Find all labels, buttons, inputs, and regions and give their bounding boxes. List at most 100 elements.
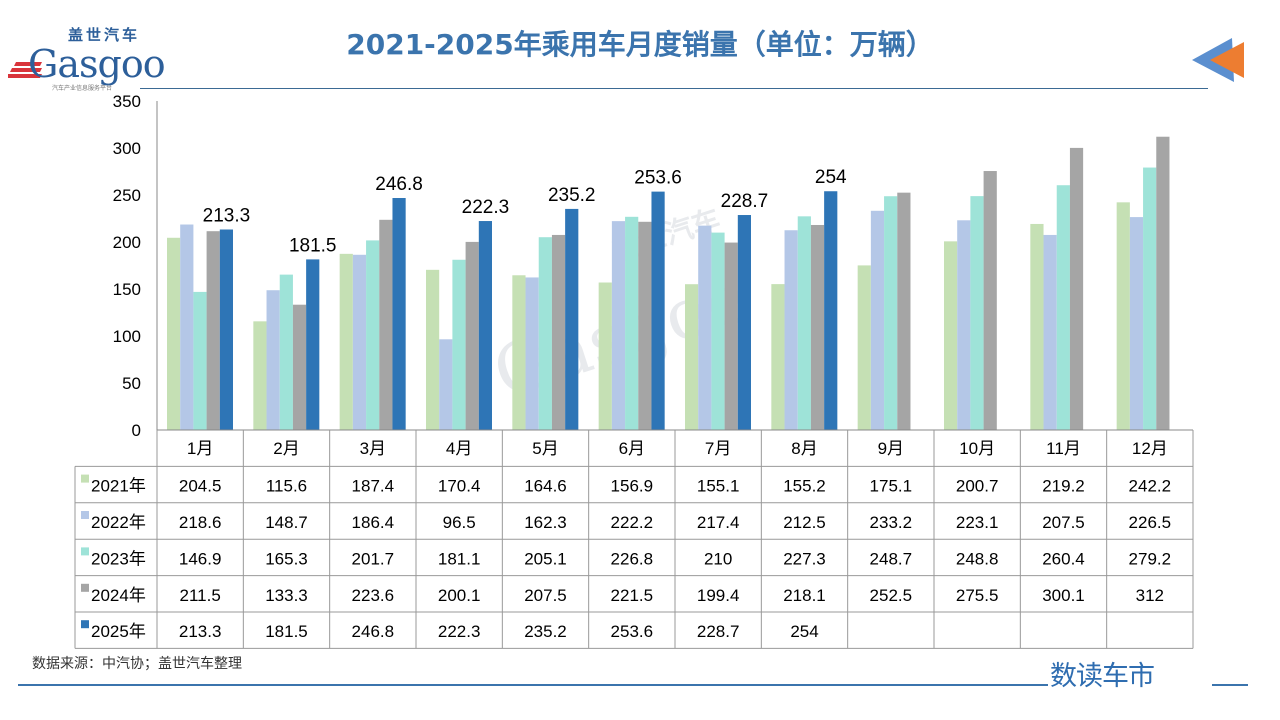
bar-2024年 [465,241,479,430]
bar-2023年 [1143,167,1157,430]
legend-swatch-2021年 [81,474,89,483]
legend-swatch-2024年 [81,583,89,592]
table-cell: 219.2 [1042,477,1085,496]
y-tick-label: 300 [113,139,141,158]
x-tick-label: 12月 [1132,439,1168,458]
table-cell: 235.2 [524,622,567,641]
table-cell: 133.3 [265,586,308,605]
bar-2021年 [944,241,958,430]
y-tick-label: 150 [113,280,141,299]
legend-label: 2022年 [91,513,146,532]
bar-2021年 [167,237,181,430]
legend-label: 2024年 [91,586,146,605]
table-cell: 146.9 [179,549,222,568]
data-label: 253.6 [634,168,682,189]
x-tick-label: 4月 [446,439,472,458]
bar-2022年 [611,221,626,430]
legend-swatch-2022年 [81,511,89,519]
bar-2024年 [1156,136,1170,430]
legend-label: 2025年 [91,622,146,641]
bar-2022年 [784,230,798,430]
bar-2021年 [1116,202,1130,430]
table-cell: 175.1 [870,477,913,496]
brand-text: 数读车市 [1050,661,1155,692]
bar-2024年 [810,224,825,430]
bar-2023年 [193,291,207,430]
table-cell: 226.5 [1129,513,1172,532]
legend-swatch-2023年 [81,547,89,556]
table-cell: 253.6 [611,622,654,641]
x-tick-label: 3月 [360,439,386,458]
bar-2022年 [870,210,885,430]
bar-2024年 [551,234,566,430]
table-cell: 155.1 [697,477,740,496]
bar-2023年 [538,237,552,430]
table-cell: 165.3 [265,549,308,568]
x-tick-label: 1月 [187,439,213,458]
table-cell: 252.5 [870,586,913,605]
table-cell: 260.4 [1042,549,1085,568]
table-cell: 155.2 [783,477,826,496]
table-cell: 148.7 [265,513,308,532]
bar-2024年 [897,192,911,430]
bar-2023年 [711,232,725,430]
bar-2025年 [737,215,751,430]
x-tick-label: 2月 [273,439,299,458]
table-cell: 164.6 [524,477,567,496]
table-cell: 275.5 [956,586,999,605]
table-cell: 218.6 [179,513,222,532]
legend-label: 2021年 [91,477,146,496]
table-cell: 279.2 [1129,549,1172,568]
bar-2023年 [452,259,466,430]
y-tick-label: 250 [113,186,141,205]
table-cell: 254 [790,622,818,641]
bar-2024年 [292,304,307,430]
bar-2024年 [983,171,997,430]
legend-label: 2023年 [91,549,146,568]
header-divider [140,88,1208,89]
x-tick-label: 7月 [705,439,731,458]
table-cell: 200.1 [438,586,481,605]
bar-2022年 [957,220,971,430]
x-tick-label: 11月 [1046,439,1081,458]
data-label: 235.2 [548,185,596,206]
footer-divider [18,684,1048,686]
legend-swatch-2025年 [81,620,89,629]
bar-2023年 [625,216,639,430]
bar-2025年 [219,229,233,430]
table-cell: 248.8 [956,549,999,568]
back-arrows-icon[interactable] [1190,36,1250,86]
bar-2023年 [970,196,984,430]
table-cell: 181.1 [438,549,481,568]
table-cell: 246.8 [352,622,395,641]
table-cell: 207.5 [524,586,567,605]
bar-2023年 [884,196,898,430]
bar-2022年 [439,339,453,430]
bar-2025年 [478,221,492,430]
logo-stripes-icon [8,62,42,78]
bar-2024年 [638,221,652,430]
gasgoo-logo: 盖世汽车 Gasgoo 汽车产业信息服务平台 [6,28,166,94]
table-cell: 227.3 [783,549,826,568]
bar-2025年 [306,259,320,430]
x-tick-label: 10月 [959,439,995,458]
logo-en-text: Gasgoo [28,42,166,86]
bar-2025年 [651,191,665,430]
bar-2023年 [1056,185,1070,430]
y-tick-label: 350 [113,92,141,111]
chart-title: 2021-2025年乘用车月度销量（单位：万辆） [346,28,934,61]
footer-divider-right [1212,684,1248,686]
table-cell: 212.5 [783,513,826,532]
bar-2021年 [426,269,440,430]
table-cell: 233.2 [870,513,913,532]
bar-2022年 [698,225,712,430]
x-tick-label: 8月 [791,439,817,458]
table-cell: 222.2 [611,513,654,532]
table-cell: 242.2 [1129,477,1172,496]
data-label: 213.3 [203,205,251,226]
bar-2025年 [824,191,838,430]
x-tick-label: 9月 [878,439,904,458]
data-label: 181.5 [289,235,337,256]
x-tick-label: 6月 [619,439,645,458]
bar-2024年 [206,231,220,430]
